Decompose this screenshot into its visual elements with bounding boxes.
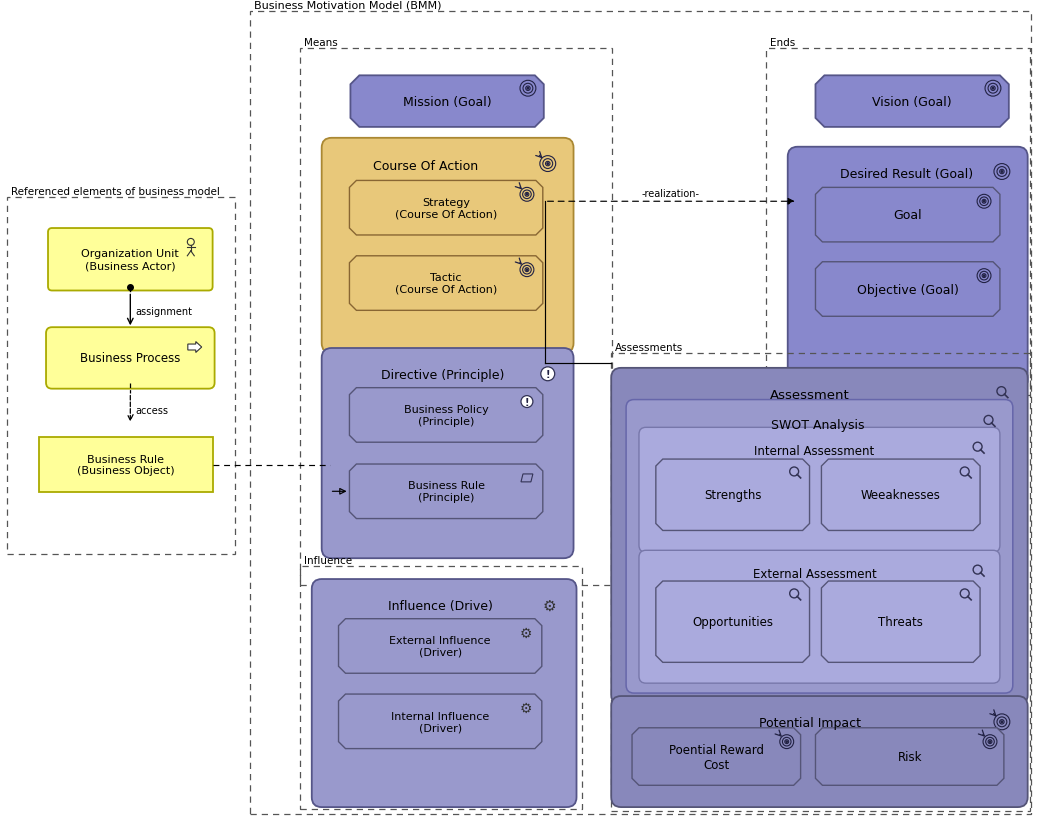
Text: Referenced elements of business model: Referenced elements of business model xyxy=(11,187,220,197)
Text: Opportunities: Opportunities xyxy=(692,615,773,628)
Circle shape xyxy=(1002,171,1003,173)
Polygon shape xyxy=(632,728,801,785)
Circle shape xyxy=(547,164,549,165)
Text: Course Of Action: Course Of Action xyxy=(373,160,478,173)
Polygon shape xyxy=(816,728,1004,785)
Text: Threats: Threats xyxy=(878,615,924,628)
Text: Influence (Drive): Influence (Drive) xyxy=(389,600,494,613)
Polygon shape xyxy=(822,459,980,531)
Text: Mission (Goal): Mission (Goal) xyxy=(403,96,491,108)
Circle shape xyxy=(527,88,529,90)
Bar xyxy=(7,198,236,554)
Text: Business Process: Business Process xyxy=(80,352,181,365)
Text: Strengths: Strengths xyxy=(704,489,762,502)
Polygon shape xyxy=(822,581,980,663)
Text: ⚙: ⚙ xyxy=(520,626,532,640)
Text: Business Rule
(Principle): Business Rule (Principle) xyxy=(407,481,484,503)
Text: ⚙: ⚙ xyxy=(543,598,557,613)
Polygon shape xyxy=(349,388,542,442)
Polygon shape xyxy=(656,581,809,663)
Text: Weeaknesses: Weeaknesses xyxy=(861,489,940,502)
Polygon shape xyxy=(350,76,543,128)
Circle shape xyxy=(526,194,528,196)
Text: Potential Impact: Potential Impact xyxy=(758,717,860,730)
FancyBboxPatch shape xyxy=(611,696,1028,807)
Polygon shape xyxy=(349,464,542,519)
Text: Objective (Goal): Objective (Goal) xyxy=(857,283,959,296)
Text: Assessments: Assessments xyxy=(615,342,684,352)
Polygon shape xyxy=(349,256,542,311)
Text: SWOT Analysis: SWOT Analysis xyxy=(771,419,864,432)
Circle shape xyxy=(983,276,985,277)
FancyBboxPatch shape xyxy=(639,428,1000,553)
Circle shape xyxy=(983,201,985,203)
Text: !: ! xyxy=(525,397,529,407)
Text: Risk: Risk xyxy=(898,750,922,763)
Text: Ends: Ends xyxy=(770,38,795,48)
Text: External Assessment: External Assessment xyxy=(752,567,876,580)
Circle shape xyxy=(541,368,555,382)
Text: Influence: Influence xyxy=(303,555,352,565)
Text: Internal Influence
(Driver): Internal Influence (Driver) xyxy=(391,711,489,732)
Text: access: access xyxy=(135,406,168,416)
Polygon shape xyxy=(349,181,542,236)
Circle shape xyxy=(992,88,993,90)
Text: Poential Reward
Cost: Poential Reward Cost xyxy=(669,743,764,771)
Text: ⚙: ⚙ xyxy=(520,701,532,715)
Text: Business Policy
(Principle): Business Policy (Principle) xyxy=(404,405,488,426)
Circle shape xyxy=(526,269,528,271)
Polygon shape xyxy=(339,619,541,673)
Polygon shape xyxy=(816,76,1009,128)
Polygon shape xyxy=(188,342,202,353)
Circle shape xyxy=(989,741,991,743)
Polygon shape xyxy=(816,262,1000,317)
Text: Directive (Principle): Directive (Principle) xyxy=(381,369,504,382)
Text: Assessment: Assessment xyxy=(770,389,850,401)
Bar xyxy=(39,437,213,492)
Text: Desired Result (Goal): Desired Result (Goal) xyxy=(841,168,974,181)
FancyBboxPatch shape xyxy=(48,229,213,291)
Text: assignment: assignment xyxy=(135,307,192,317)
FancyBboxPatch shape xyxy=(788,147,1028,390)
Polygon shape xyxy=(816,188,1000,242)
Circle shape xyxy=(521,396,533,408)
Bar xyxy=(300,567,583,809)
Text: Organization Unit
(Business Actor): Organization Unit (Business Actor) xyxy=(81,249,179,271)
Text: Business Motivation Model (BMM): Business Motivation Model (BMM) xyxy=(255,1,442,11)
FancyBboxPatch shape xyxy=(322,349,574,559)
Bar xyxy=(611,354,1030,811)
Text: Vision (Goal): Vision (Goal) xyxy=(873,96,952,108)
Text: Goal: Goal xyxy=(894,209,922,222)
FancyBboxPatch shape xyxy=(322,138,574,354)
FancyBboxPatch shape xyxy=(46,328,215,389)
FancyBboxPatch shape xyxy=(627,400,1013,693)
FancyBboxPatch shape xyxy=(611,369,1028,705)
Text: External Influence
(Driver): External Influence (Driver) xyxy=(390,636,490,657)
Text: Means: Means xyxy=(303,38,338,48)
Bar xyxy=(300,48,612,586)
Bar xyxy=(766,48,1030,395)
FancyBboxPatch shape xyxy=(312,579,577,807)
Text: Business Rule
(Business Object): Business Rule (Business Object) xyxy=(77,455,175,476)
Circle shape xyxy=(787,741,788,743)
Bar xyxy=(250,11,1031,814)
Text: !: ! xyxy=(545,369,550,379)
Polygon shape xyxy=(656,459,809,531)
Text: Internal Assessment: Internal Assessment xyxy=(754,444,875,457)
Polygon shape xyxy=(339,695,541,749)
Text: -realization-: -realization- xyxy=(642,189,699,199)
Text: Tactic
(Course Of Action): Tactic (Course Of Action) xyxy=(395,273,498,295)
FancyBboxPatch shape xyxy=(639,550,1000,683)
Text: Strategy
(Course Of Action): Strategy (Course Of Action) xyxy=(395,197,498,219)
